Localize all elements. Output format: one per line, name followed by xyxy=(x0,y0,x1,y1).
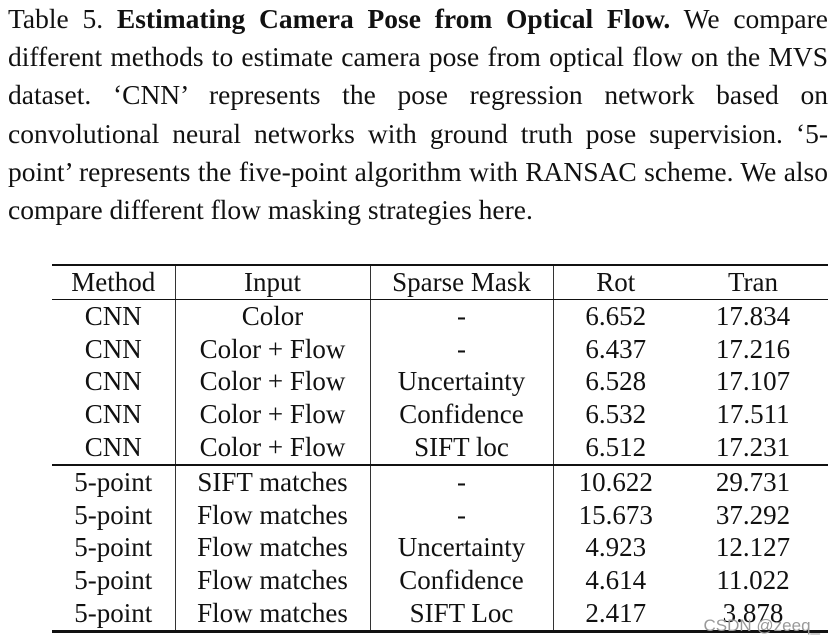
cell-rot: 6.528 xyxy=(585,366,647,397)
cell-method: CNN xyxy=(52,365,176,399)
cell-rot: 6.652 xyxy=(585,300,647,331)
cell-method: CNN xyxy=(52,430,176,465)
header-method: Method xyxy=(52,263,176,300)
cell-sparse-mask: Uncertainty xyxy=(370,365,554,399)
cell-tran: 11.022 xyxy=(716,565,790,596)
cell-sparse-mask: Uncertainty xyxy=(370,531,554,565)
cell-tran: 37.292 xyxy=(715,499,791,530)
caption-label: Table 5. xyxy=(8,3,104,34)
cell-method: 5-point xyxy=(52,498,176,532)
table-row: 5-point Flow matches - 15.673 37.292 xyxy=(52,498,828,532)
cell-rot: 10.622 xyxy=(553,463,678,499)
table-row: 5-point Flow matches SIFT Loc 2.417 3.87… xyxy=(52,596,828,633)
cell-method: 5-point xyxy=(52,596,176,633)
cell-tran: 17.231 xyxy=(715,431,791,462)
cell-method: 5-point xyxy=(52,564,176,597)
table-row: CNN Color - 6.652 17.834 xyxy=(52,299,828,333)
cell-input: Flow matches xyxy=(175,498,371,532)
cell-method: 5-point xyxy=(52,463,176,499)
cell-input: Flow matches xyxy=(175,596,371,633)
cell-input: Flow matches xyxy=(175,564,371,597)
header-input: Input xyxy=(175,263,371,300)
table-row: 5-point Flow matches Confidence 4.614 11… xyxy=(52,564,828,597)
cell-input: SIFT matches xyxy=(175,463,371,499)
cell-tran: 17.107 xyxy=(715,366,791,397)
table-row: CNN Color + Flow - 6.437 17.216 xyxy=(52,332,828,366)
table-row: CNN Color + Flow Confidence 6.532 17.511 xyxy=(52,398,828,431)
cell-rot: 4.614 xyxy=(585,565,647,596)
cell-rot-best: 2.417 xyxy=(553,596,678,633)
cell-method: CNN xyxy=(52,398,176,431)
cell-method: 5-point xyxy=(52,531,176,565)
cell-tran: 29.731 xyxy=(678,463,828,499)
header-row: Method Input Sparse Mask Rot Tran xyxy=(52,263,828,300)
cell-method: CNN xyxy=(52,332,176,366)
watermark: CSDN @zeeq_ xyxy=(703,616,820,635)
cell-tran: 17.216 xyxy=(715,333,791,364)
cell-rot: 6.512 xyxy=(585,431,647,462)
header-tran: Tran xyxy=(678,263,828,300)
table-row: 5-point SIFT matches - 10.622 29.731 xyxy=(52,463,828,499)
cell-rot: 6.437 xyxy=(585,333,647,364)
table-caption: Table 5. Estimating Camera Pose from Opt… xyxy=(8,0,828,229)
cell-input: Color + Flow xyxy=(175,430,371,465)
cell-tran-best: 3.878 xyxy=(678,596,828,633)
cell-input: Color + Flow xyxy=(175,398,371,431)
cell-sparse-mask: Confidence xyxy=(370,564,554,597)
results-table: Method Input Sparse Mask Rot Tran CNN Co… xyxy=(52,263,828,633)
cell-tran: 12.127 xyxy=(715,532,791,563)
cell-rot: 15.673 xyxy=(578,499,653,530)
header-rot: Rot xyxy=(553,263,678,300)
cell-sparse-mask: Confidence xyxy=(370,398,554,431)
cell-input: Color + Flow xyxy=(175,332,371,366)
cell-rot: 6.532 xyxy=(585,399,647,430)
cell-sparse-mask: - xyxy=(370,299,554,333)
cell-sparse-mask: SIFT loc xyxy=(370,430,554,465)
cell-method: CNN xyxy=(52,299,176,333)
cell-sparse-mask: SIFT Loc xyxy=(370,596,554,633)
cell-input: Color + Flow xyxy=(175,365,371,399)
caption-title: Estimating Camera Pose from Optical Flow… xyxy=(116,3,671,34)
table-row: CNN Color + Flow Uncertainty 6.528 17.10… xyxy=(52,365,828,399)
cell-input: Color xyxy=(175,299,371,333)
cell-sparse-mask: - xyxy=(370,463,554,499)
cell-tran: 17.511 xyxy=(716,399,790,430)
cell-rot: 4.923 xyxy=(585,532,647,563)
cell-sparse-mask: - xyxy=(370,498,554,532)
table-row: CNN Color + Flow SIFT loc 6.512 17.231 xyxy=(52,430,828,465)
cell-tran: 17.834 xyxy=(715,300,791,331)
header-sparse-mask: Sparse Mask xyxy=(370,263,554,300)
caption-body: We compare different methods to estimate… xyxy=(8,3,829,226)
cell-input: Flow matches xyxy=(175,531,371,565)
table-row: 5-point Flow matches Uncertainty 4.923 1… xyxy=(52,531,828,565)
cell-sparse-mask: - xyxy=(370,332,554,366)
